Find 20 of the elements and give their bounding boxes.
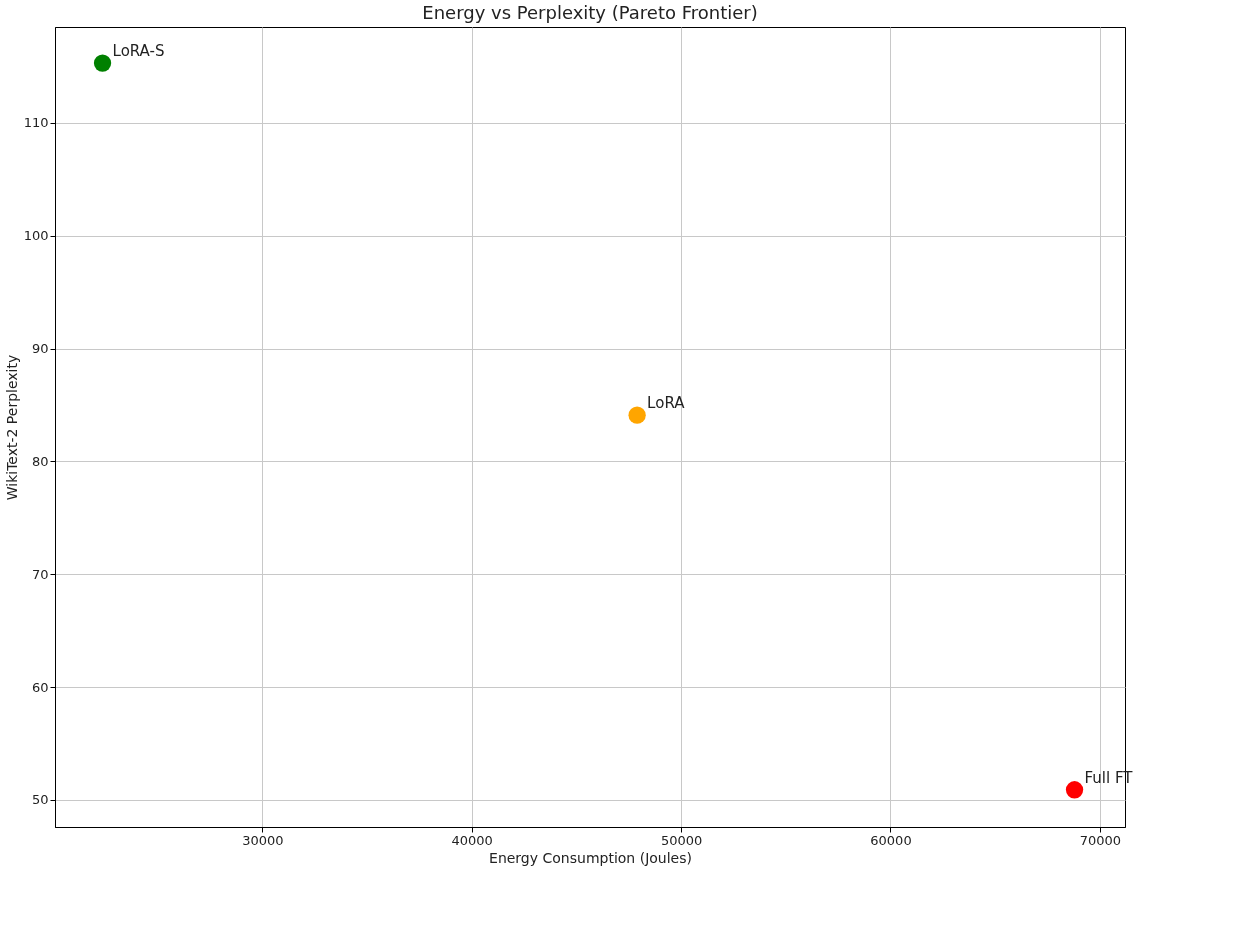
x-tick-label: 30000 bbox=[242, 832, 284, 848]
point bbox=[1065, 781, 1084, 799]
y-tick-label: 60 bbox=[31, 679, 49, 695]
y-tick-label: 80 bbox=[31, 453, 49, 469]
series-label: LoRA-S bbox=[112, 42, 165, 61]
point bbox=[93, 54, 112, 72]
series-label: LoRA bbox=[647, 394, 686, 413]
chart-title: Energy vs Perplexity (Pareto Frontier) bbox=[422, 2, 758, 23]
x-tick-label: 60000 bbox=[870, 832, 912, 848]
x-tick-label: 70000 bbox=[1079, 832, 1122, 848]
y-tick-label: 50 bbox=[31, 792, 49, 808]
x-tick-label: 40000 bbox=[451, 832, 493, 848]
y-tick-label: 70 bbox=[31, 566, 49, 582]
point bbox=[628, 406, 646, 424]
y-tick-label: 90 bbox=[31, 341, 49, 357]
x-axis-title: Energy Consumption (Joules) bbox=[489, 849, 692, 866]
y-axis-title: WikiText-2 Perplexity bbox=[3, 354, 20, 501]
y-tick-label: 100 bbox=[23, 228, 49, 244]
y-tick-label: 110 bbox=[23, 115, 49, 131]
x-tick-label: 50000 bbox=[660, 832, 703, 848]
